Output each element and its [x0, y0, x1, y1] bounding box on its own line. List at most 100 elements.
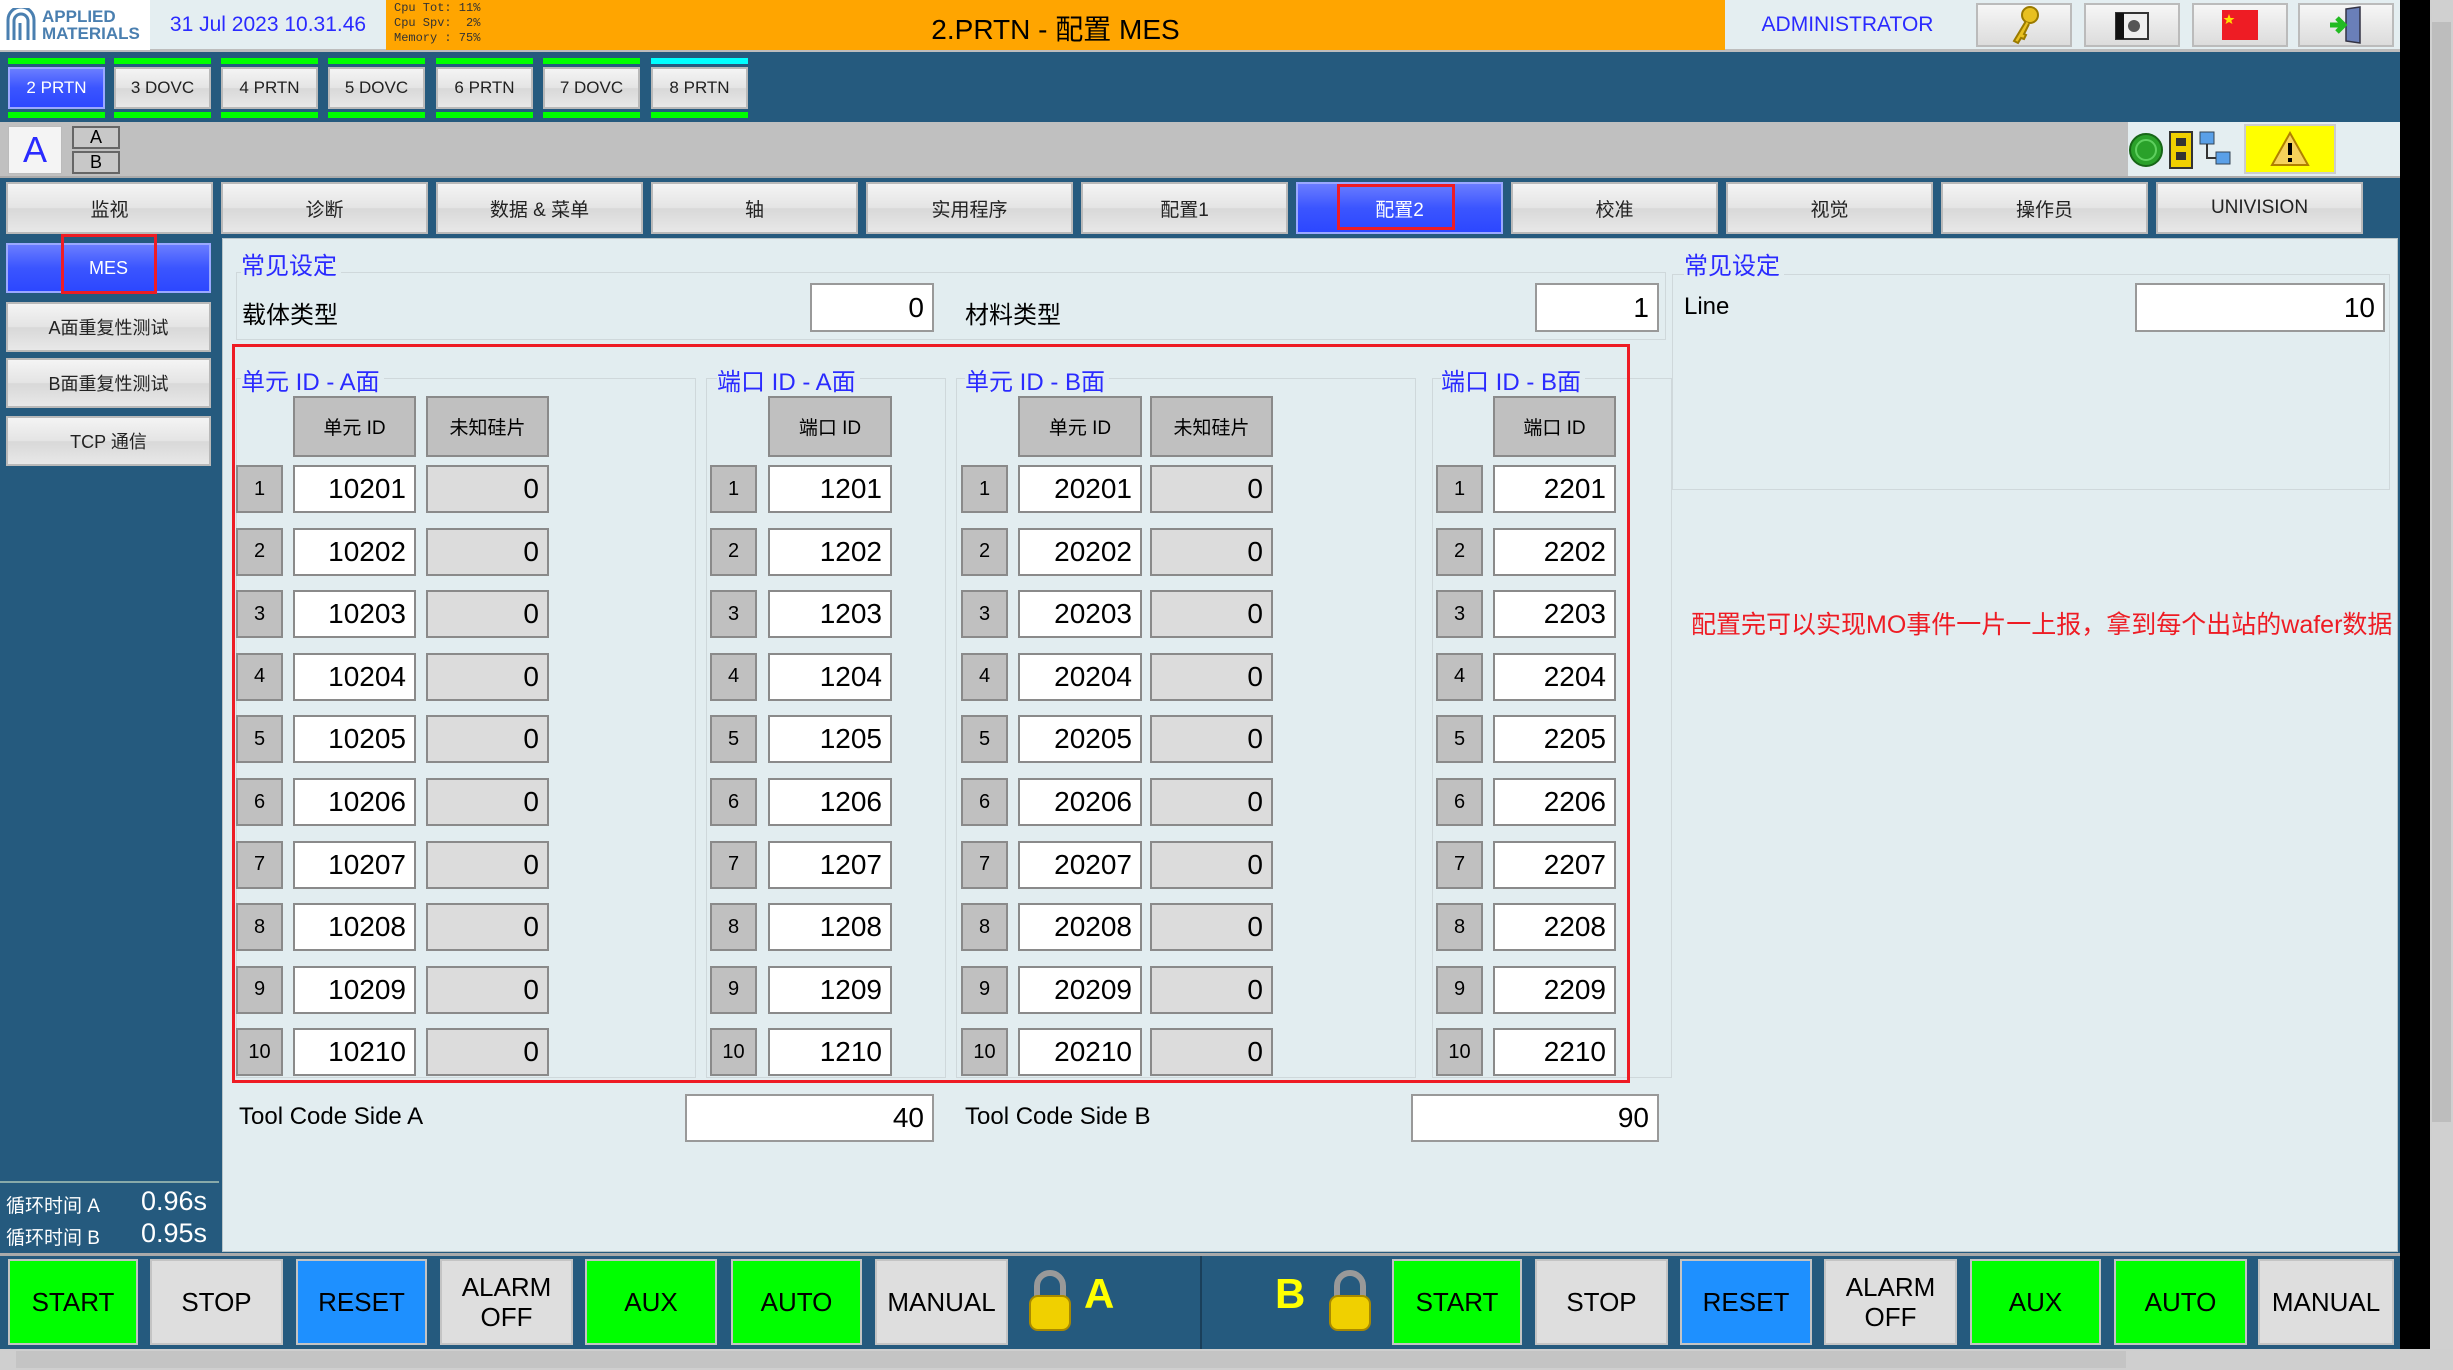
- tab-9[interactable]: 视觉: [1726, 182, 1933, 234]
- control-a-auto-button[interactable]: AUTO: [731, 1259, 862, 1345]
- control-b-aux-button[interactable]: AUX: [1970, 1259, 2101, 1345]
- control-a-aux-button[interactable]: AUX: [585, 1259, 717, 1345]
- machine-tab-button[interactable]: 4 PRTN: [221, 67, 318, 109]
- id-input[interactable]: 1202: [768, 527, 892, 576]
- material-type-input[interactable]: 1: [1535, 283, 1659, 332]
- id-input[interactable]: 20202: [1018, 527, 1142, 576]
- tab-10[interactable]: 操作员: [1941, 182, 2148, 234]
- control-b-auto-button[interactable]: AUTO: [2114, 1259, 2247, 1345]
- unknown-wafer-count[interactable]: 0: [1150, 527, 1273, 576]
- id-input[interactable]: 1208: [768, 903, 892, 952]
- id-input[interactable]: 2201: [1493, 465, 1616, 513]
- control-a-reset-button[interactable]: RESET: [296, 1259, 427, 1345]
- id-input[interactable]: 1204: [768, 652, 892, 701]
- id-input[interactable]: 10210: [293, 1028, 416, 1077]
- lock-b-icon[interactable]: [1325, 1270, 1375, 1339]
- id-input[interactable]: 20206: [1018, 778, 1142, 826]
- id-input[interactable]: 2207: [1493, 840, 1616, 889]
- tab-7[interactable]: 配置2: [1296, 182, 1503, 234]
- unknown-wafer-count[interactable]: 0: [1150, 715, 1273, 764]
- machine-tab-6-prtn[interactable]: 6 PRTN: [436, 58, 533, 118]
- id-input[interactable]: 20201: [1018, 465, 1142, 513]
- id-input[interactable]: 20207: [1018, 840, 1142, 889]
- control-b-start-button[interactable]: START: [1392, 1259, 1522, 1345]
- machine-tab-5-dovc[interactable]: 5 DOVC: [328, 58, 425, 118]
- control-b-manual-button[interactable]: MANUAL: [2258, 1259, 2394, 1345]
- unknown-wafer-count[interactable]: 0: [426, 465, 549, 513]
- unknown-wafer-count[interactable]: 0: [426, 590, 549, 639]
- id-input[interactable]: 2209: [1493, 965, 1616, 1014]
- sidebar-item-2[interactable]: A面重复性测试: [6, 302, 211, 352]
- id-input[interactable]: 20209: [1018, 965, 1142, 1014]
- id-input[interactable]: 2208: [1493, 903, 1616, 952]
- id-input[interactable]: 20210: [1018, 1028, 1142, 1077]
- machine-tab-button[interactable]: 7 DOVC: [543, 67, 640, 109]
- exit-button[interactable]: [2298, 3, 2394, 47]
- id-input[interactable]: 10203: [293, 590, 416, 639]
- id-input[interactable]: 1203: [768, 590, 892, 639]
- unknown-wafer-count[interactable]: 0: [426, 965, 549, 1014]
- tab-8[interactable]: 校准: [1511, 182, 1718, 234]
- side-b-button[interactable]: B: [72, 151, 120, 174]
- warning-button[interactable]: [2244, 124, 2336, 174]
- tool-code-a-input[interactable]: 40: [685, 1094, 934, 1142]
- sidebar-item-3[interactable]: B面重复性测试: [6, 358, 211, 408]
- id-input[interactable]: 20208: [1018, 903, 1142, 952]
- id-input[interactable]: 1205: [768, 715, 892, 764]
- id-input[interactable]: 10206: [293, 778, 416, 826]
- control-a-start-button[interactable]: START: [8, 1259, 138, 1345]
- line-input[interactable]: 10: [2135, 283, 2385, 332]
- tab-1[interactable]: 监视: [6, 182, 213, 234]
- unknown-wafer-count[interactable]: 0: [426, 1028, 549, 1077]
- id-input[interactable]: 10202: [293, 527, 416, 576]
- carrier-type-input[interactable]: 0: [810, 283, 934, 332]
- id-input[interactable]: 10209: [293, 965, 416, 1014]
- unknown-wafer-count[interactable]: 0: [426, 652, 549, 701]
- tab-5[interactable]: 实用程序: [866, 182, 1073, 234]
- id-input[interactable]: 10207: [293, 840, 416, 889]
- id-input[interactable]: 1210: [768, 1028, 892, 1077]
- unknown-wafer-count[interactable]: 0: [1150, 778, 1273, 826]
- login-button[interactable]: [1976, 3, 2072, 47]
- machine-tab-4-prtn[interactable]: 4 PRTN: [221, 58, 318, 118]
- unknown-wafer-count[interactable]: 0: [1150, 1028, 1273, 1077]
- vertical-scrollbar[interactable]: [2430, 0, 2453, 1349]
- control-a-stop-button[interactable]: STOP: [150, 1259, 283, 1345]
- unknown-wafer-count[interactable]: 0: [1150, 903, 1273, 952]
- id-input[interactable]: 10208: [293, 903, 416, 952]
- control-b-alarm-button[interactable]: ALARM OFF: [1824, 1259, 1957, 1345]
- id-input[interactable]: 1207: [768, 840, 892, 889]
- control-b-reset-button[interactable]: RESET: [1680, 1259, 1812, 1345]
- machine-tab-button[interactable]: 3 DOVC: [114, 67, 211, 109]
- machine-tab-button[interactable]: 6 PRTN: [436, 67, 533, 109]
- unknown-wafer-count[interactable]: 0: [1150, 840, 1273, 889]
- screenshot-button[interactable]: [2084, 3, 2180, 47]
- id-input[interactable]: 1206: [768, 778, 892, 826]
- unknown-wafer-count[interactable]: 0: [426, 903, 549, 952]
- machine-tab-button[interactable]: 2 PRTN: [8, 67, 105, 109]
- machine-tab-button[interactable]: 8 PRTN: [651, 67, 748, 109]
- control-b-stop-button[interactable]: STOP: [1535, 1259, 1668, 1345]
- id-input[interactable]: 10201: [293, 465, 416, 513]
- control-a-alarm-button[interactable]: ALARM OFF: [440, 1259, 573, 1345]
- id-input[interactable]: 10204: [293, 652, 416, 701]
- side-a-button[interactable]: A: [72, 126, 120, 149]
- tab-11[interactable]: UNIVISION: [2156, 182, 2363, 234]
- sidebar-item-1[interactable]: MES: [6, 243, 211, 293]
- tab-4[interactable]: 轴: [651, 182, 858, 234]
- id-input[interactable]: 2202: [1493, 527, 1616, 576]
- id-input[interactable]: 10205: [293, 715, 416, 764]
- unknown-wafer-count[interactable]: 0: [1150, 590, 1273, 639]
- unknown-wafer-count[interactable]: 0: [426, 778, 549, 826]
- id-input[interactable]: 2206: [1493, 778, 1616, 826]
- unknown-wafer-count[interactable]: 0: [1150, 965, 1273, 1014]
- id-input[interactable]: 1201: [768, 465, 892, 513]
- machine-tab-2-prtn[interactable]: 2 PRTN: [8, 58, 105, 118]
- id-input[interactable]: 20204: [1018, 652, 1142, 701]
- id-input[interactable]: 20203: [1018, 590, 1142, 639]
- unknown-wafer-count[interactable]: 0: [426, 715, 549, 764]
- machine-tab-7-dovc[interactable]: 7 DOVC: [543, 58, 640, 118]
- language-button[interactable]: [2192, 3, 2288, 47]
- unknown-wafer-count[interactable]: 0: [1150, 652, 1273, 701]
- unknown-wafer-count[interactable]: 0: [426, 527, 549, 576]
